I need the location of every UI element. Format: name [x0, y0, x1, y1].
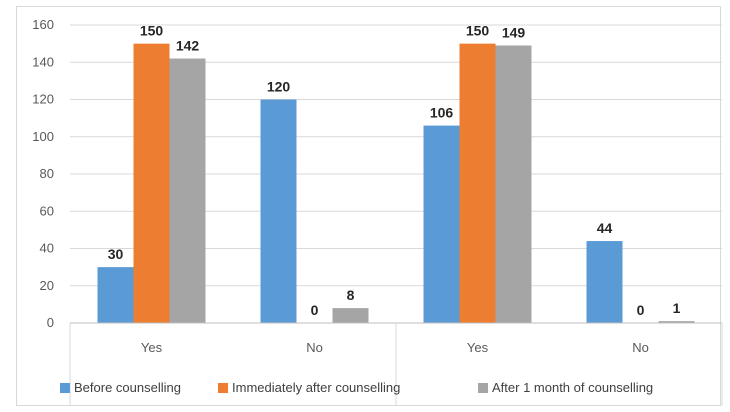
legend-swatch: [218, 382, 228, 393]
bar: [495, 45, 532, 324]
legend-swatch: [478, 382, 488, 393]
x-tick-label: No: [632, 340, 649, 355]
bar: [169, 58, 206, 324]
y-tick-label: 20: [40, 278, 54, 293]
bar: [133, 43, 170, 323]
x-axis: [69, 322, 723, 406]
data-label: 106: [430, 105, 454, 121]
y-tick-label: 120: [32, 92, 54, 107]
legend-label: Before counselling: [74, 380, 181, 395]
legend-label: After 1 month of counselling: [492, 380, 654, 395]
data-label: 30: [108, 246, 124, 262]
data-label: 150: [466, 23, 490, 39]
x-tick-label: Yes: [141, 340, 163, 355]
legend-item-before: Before counselling: [60, 380, 181, 395]
x-tick-label: Yes: [467, 340, 489, 355]
data-label: 120: [267, 79, 291, 95]
data-label: 1: [673, 300, 681, 316]
legend-label: Immediately after counselling: [232, 380, 401, 395]
bar: [459, 43, 496, 323]
legend-item-immediately-after: Immediately after counselling: [218, 380, 400, 395]
x-tick-label: No: [306, 340, 323, 355]
data-label: 0: [637, 302, 645, 318]
bar: [97, 267, 134, 323]
y-tick-label: 0: [47, 315, 54, 330]
bar: [332, 308, 369, 323]
bar: [260, 99, 297, 323]
data-label: 149: [502, 24, 526, 40]
y-tick-label: 160: [32, 17, 54, 32]
y-axis-ticks: 0 20 40 60 80 100 120 140 160: [32, 17, 54, 330]
data-label: 142: [176, 38, 200, 54]
bar: [658, 321, 695, 323]
legend-swatch: [60, 382, 70, 393]
legend-item-after-one-month: After 1 month of counselling: [478, 380, 653, 395]
data-label: 0: [311, 302, 319, 318]
y-tick-label: 60: [40, 203, 54, 218]
data-labels: 30 150 142 120 0 8 106 150 149 44 0 1: [108, 23, 681, 318]
x-axis-ticks: Yes No Yes No: [141, 340, 649, 355]
bars: [97, 43, 695, 324]
y-tick-label: 100: [32, 129, 54, 144]
data-label: 44: [597, 220, 613, 236]
y-tick-label: 140: [32, 54, 54, 69]
data-label: 150: [140, 23, 164, 39]
y-tick-label: 80: [40, 166, 54, 181]
data-label: 8: [347, 287, 355, 303]
bar: [423, 125, 460, 323]
y-tick-label: 40: [40, 241, 54, 256]
bar: [586, 241, 623, 323]
